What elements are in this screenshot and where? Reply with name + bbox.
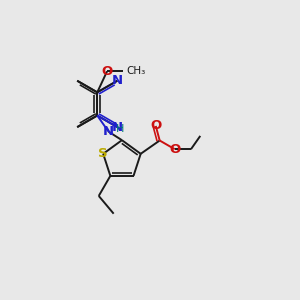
Text: N: N [103,125,114,138]
Text: O: O [150,119,161,133]
Text: N: N [112,121,123,134]
Text: H: H [116,124,124,134]
Text: N: N [112,74,123,87]
Text: CH₃: CH₃ [127,66,146,76]
Text: S: S [98,147,108,160]
Text: O: O [169,143,180,156]
Text: O: O [101,65,113,78]
